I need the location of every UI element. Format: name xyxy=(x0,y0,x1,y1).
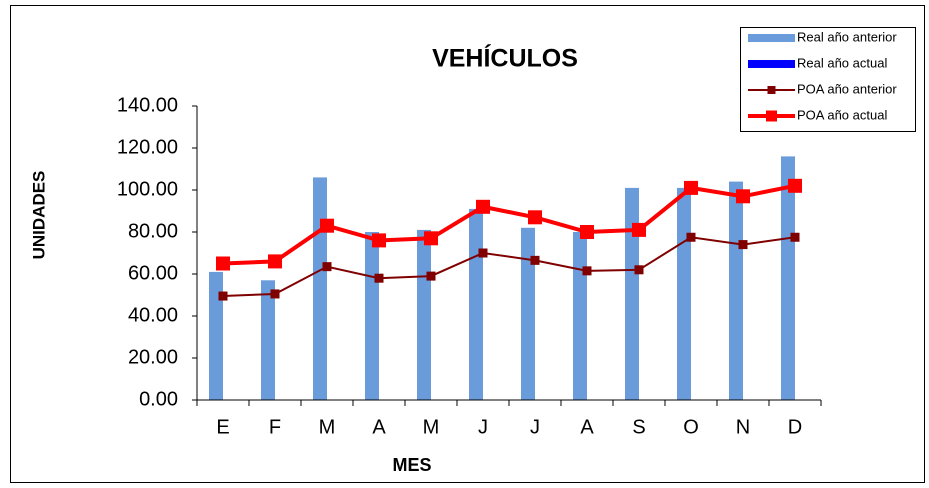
x-tick-label: D xyxy=(788,416,802,438)
y-axis-label: UNIDADES xyxy=(29,171,48,260)
marker xyxy=(216,256,230,271)
bar xyxy=(729,181,743,400)
bar xyxy=(313,177,327,400)
marker xyxy=(218,291,228,301)
legend-label: Real año anterior xyxy=(797,29,897,44)
marker xyxy=(270,289,280,299)
x-tick-label: M xyxy=(423,416,440,438)
x-tick-label: J xyxy=(530,416,540,438)
marker xyxy=(424,231,438,246)
bar xyxy=(573,232,587,400)
bar xyxy=(625,187,639,400)
marker xyxy=(684,180,698,195)
marker xyxy=(528,210,542,225)
y-tick-label: 40.00 xyxy=(128,304,178,326)
legend-label: POA año actual xyxy=(797,107,887,122)
marker xyxy=(476,199,490,214)
x-tick-label: F xyxy=(269,416,281,438)
bar xyxy=(469,208,483,400)
y-tick-label: 140.00 xyxy=(117,94,178,116)
legend-swatch xyxy=(748,34,795,42)
marker xyxy=(530,255,540,265)
x-axis-label: MES xyxy=(392,455,431,475)
x-tick-label: J xyxy=(478,416,488,438)
legend-label: Real año actual xyxy=(797,55,887,70)
marker xyxy=(268,254,282,269)
marker xyxy=(426,271,436,281)
y-tick-label: 120.00 xyxy=(117,136,178,158)
legend-marker xyxy=(766,110,777,122)
bar xyxy=(417,229,431,400)
bar xyxy=(209,271,223,400)
legend-marker xyxy=(767,86,776,94)
bar xyxy=(677,187,691,400)
x-tick-label: A xyxy=(580,416,594,438)
x-tick-label: O xyxy=(683,416,699,438)
marker xyxy=(478,248,488,258)
x-tick-label: E xyxy=(216,416,229,438)
bar xyxy=(521,227,535,400)
y-tick-label: 60.00 xyxy=(128,262,178,284)
chart-title: VEHÍCULOS xyxy=(432,44,578,73)
line xyxy=(222,236,796,298)
bar xyxy=(781,156,795,400)
marker xyxy=(372,233,386,248)
x-tick-label: A xyxy=(372,416,386,438)
marker xyxy=(632,222,646,237)
x-tick-label: M xyxy=(319,416,336,438)
x-tick-label: S xyxy=(632,416,645,438)
marker xyxy=(790,232,800,242)
legend-label: POA año anterior xyxy=(797,81,897,96)
legend-swatch xyxy=(748,60,795,68)
marker xyxy=(686,232,696,242)
y-tick-label: 80.00 xyxy=(128,220,178,242)
line xyxy=(222,183,796,266)
marker xyxy=(736,189,750,204)
marker xyxy=(788,178,802,193)
x-tick-label: N xyxy=(736,416,750,438)
marker xyxy=(582,266,592,276)
y-tick-label: 0.00 xyxy=(139,388,178,410)
marker xyxy=(580,225,594,239)
bar xyxy=(261,280,275,400)
bar xyxy=(365,232,379,400)
y-tick-label: 100.00 xyxy=(117,178,178,200)
marker xyxy=(634,265,644,275)
y-tick-label: 20.00 xyxy=(128,346,178,368)
marker xyxy=(322,262,332,272)
marker xyxy=(320,218,334,233)
marker xyxy=(374,273,384,283)
marker xyxy=(738,240,748,250)
